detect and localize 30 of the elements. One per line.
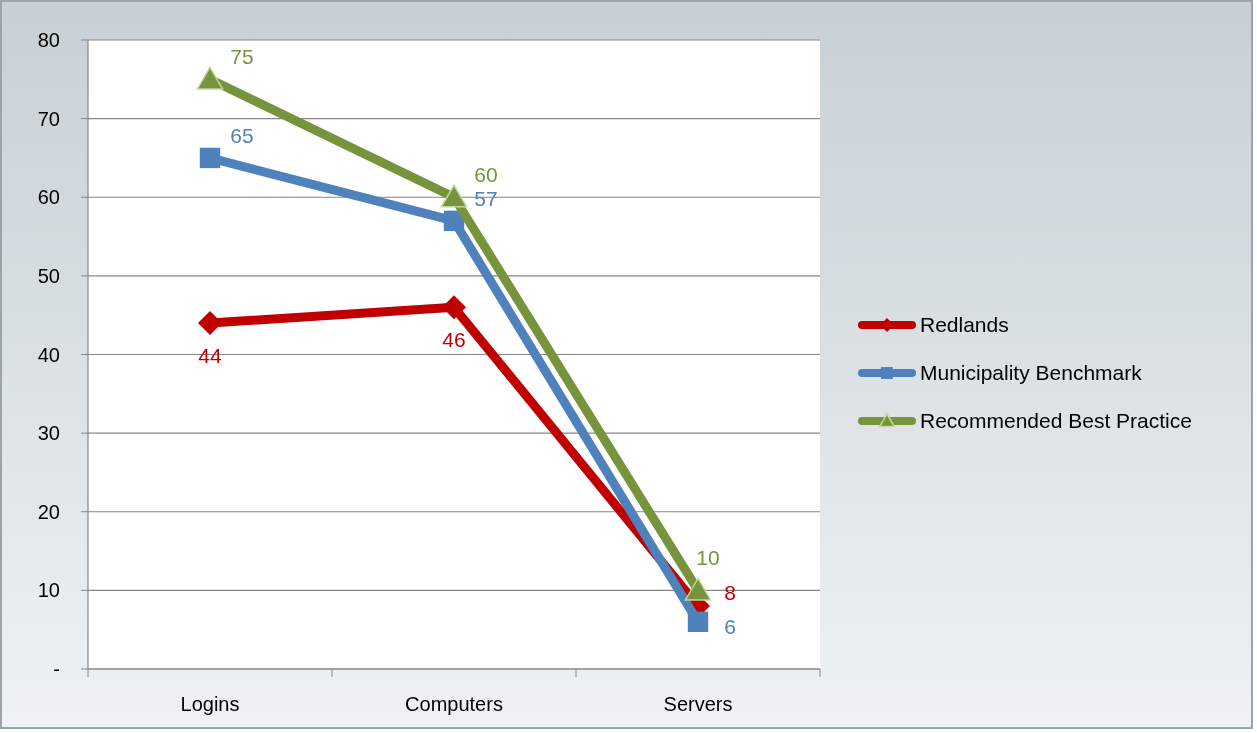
y-tick-label: 30 — [37, 422, 60, 445]
point — [196, 66, 224, 90]
legend-label: Municipality Benchmark — [920, 361, 1143, 385]
legend-label: Redlands — [920, 313, 1009, 337]
point — [442, 295, 466, 320]
y-tick-label: 40 — [37, 343, 60, 366]
y-tick-label: 60 — [37, 186, 60, 209]
data-label: 57 — [474, 186, 498, 210]
data-label: 44 — [198, 344, 222, 368]
data-label: 60 — [474, 163, 498, 187]
data-label: 6 — [724, 614, 736, 638]
y-tick-label: 20 — [37, 500, 60, 523]
point — [684, 577, 712, 601]
data-label: 65 — [230, 123, 254, 147]
x-tick-label: Servers — [663, 693, 733, 715]
legend-label: Recommended Best Practice — [920, 409, 1192, 433]
y-tick-label: 10 — [37, 579, 60, 602]
x-tick-label: Logins — [180, 693, 240, 715]
y-tick-label: 50 — [37, 264, 60, 287]
y-tick-label: 80 — [37, 29, 60, 51]
data-label: 46 — [442, 328, 466, 352]
point — [440, 184, 468, 208]
x-tick-label: Computers — [405, 693, 503, 715]
point — [199, 147, 221, 169]
y-tick-label: - — [53, 658, 60, 680]
data-label: 10 — [696, 546, 720, 570]
y-tick-label: 70 — [37, 107, 60, 130]
point — [687, 611, 709, 633]
data-label: 75 — [230, 45, 254, 69]
data-label: 8 — [724, 581, 736, 605]
